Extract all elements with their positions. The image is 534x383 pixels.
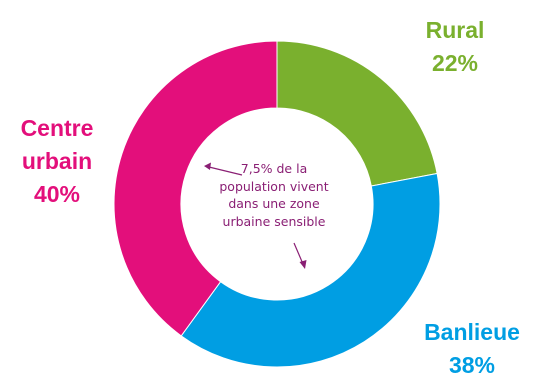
label-rural: Rural 22% xyxy=(400,14,510,80)
annotation-arrows xyxy=(204,162,307,269)
slice-banlieue xyxy=(180,172,441,368)
label-banlieue: Banlieue 38% xyxy=(412,316,532,382)
annotation-arrow-left xyxy=(208,166,243,176)
label-banlieue-value: 38% xyxy=(448,352,496,378)
annotation-arrowhead-left xyxy=(204,162,211,170)
annotation-arrowhead-down xyxy=(299,260,307,269)
annotation-arrow-down xyxy=(293,242,304,265)
label-centre-line1: Centre xyxy=(20,115,94,141)
center-annotation: 7,5% de la population vivent dans une zo… xyxy=(219,161,329,229)
label-centre-line2: urbain xyxy=(21,148,93,174)
label-banlieue-name: Banlieue xyxy=(424,319,520,345)
label-rural-value: 22% xyxy=(431,50,479,76)
slice-centre-urbain xyxy=(113,40,278,337)
donut-slices xyxy=(113,40,441,368)
label-rural-name: Rural xyxy=(425,17,485,43)
label-centre-value: 40% xyxy=(33,181,81,207)
slice-rural xyxy=(276,40,438,187)
label-centre-urbain: Centre urbain 40% xyxy=(0,112,114,211)
